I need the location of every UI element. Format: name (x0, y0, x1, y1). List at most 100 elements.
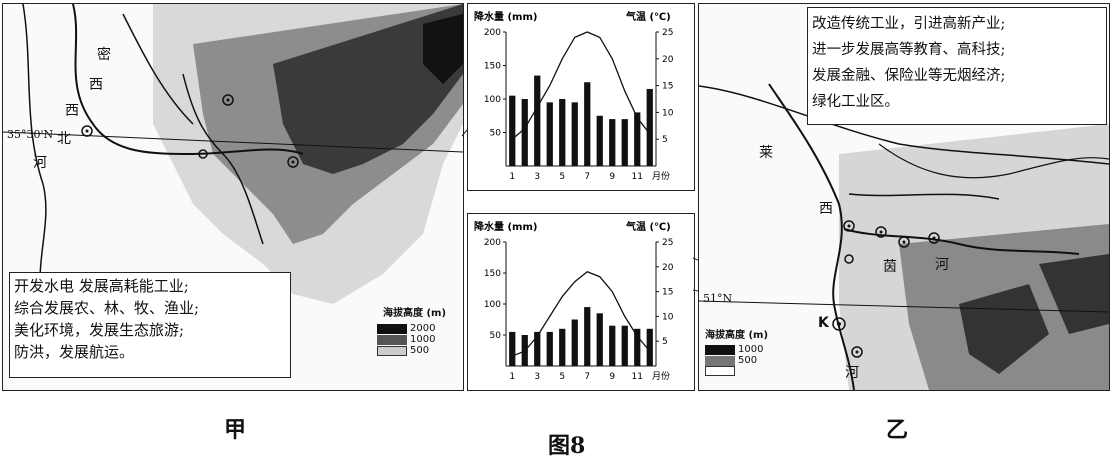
y2-tick-label: 15 (662, 288, 673, 298)
y-tick-label: 200 (484, 28, 501, 38)
measure-item: 美化环境，发展生态旅游; (14, 321, 185, 339)
x-tick-label: 1 (509, 172, 515, 182)
legend-swatch-high (377, 323, 407, 334)
x-tick-label: 11 (632, 172, 643, 182)
precip-bar (584, 307, 591, 366)
precip-bar (584, 82, 591, 166)
legend-swatch-low (705, 366, 735, 376)
y2-tick-label: 20 (662, 263, 674, 273)
precip-bar (621, 119, 628, 166)
latitude-label-jia: 35°30'N (7, 128, 54, 141)
y-tick-label: 100 (484, 300, 501, 310)
x-tick-label: 9 (609, 372, 615, 382)
temperature-line (511, 31, 651, 140)
precip-bar (646, 88, 653, 166)
y2-tick-label: 15 (662, 82, 673, 92)
precip-bar (609, 325, 616, 366)
map-yi-terrain (699, 83, 1109, 390)
measure-item: 绿化工业区。 (812, 94, 899, 110)
measure-item: 改造传统工业，引进高新产业; (812, 16, 1006, 32)
y2-axis-label: 气温 (℃) (625, 220, 671, 233)
latitude-label-yi: 51°N (703, 292, 733, 305)
climate-chart-2-panel: 降水量 (mm) 气温 (℃) 50 100 150 200 5 10 15 20 25 1 3 5 7 9 1… (467, 213, 695, 391)
x-tick-label: 9 (609, 172, 615, 182)
precip-bar (509, 95, 516, 166)
precip-bar (634, 112, 641, 166)
y-tick-label: 150 (484, 62, 501, 72)
measure-item: 开发水电 发展高耗能工业; (14, 277, 189, 295)
x-axis-label: 月份 (652, 170, 670, 182)
x-tick-label: 5 (559, 172, 565, 182)
map-jia-terrain (3, 4, 463, 305)
legend-title: 海拔高度 (m) (705, 330, 769, 341)
measure-item: 发展金融、保险业等无烟经济; (812, 68, 1006, 84)
place-label-he-1: 河 (935, 257, 949, 273)
climate-chart-2: 降水量 (mm) 气温 (℃) 50 100 150 200 5 10 15 20 25 1 3 5 7 9 1… (474, 220, 674, 382)
y2-tick-label: 10 (662, 312, 674, 322)
y2-tick-label: 5 (662, 135, 668, 145)
legend-level: 1000 (738, 344, 764, 355)
y-tick-label: 100 (484, 95, 501, 105)
caption-yi: 乙 (886, 417, 909, 443)
precip-bar (571, 102, 578, 166)
place-label-bei: 北 (57, 131, 71, 147)
precip-bar (621, 325, 628, 366)
map-jia: 密 西 西 北 河 35°30'N 开发水电 发展高耗能工业; 综合发展农、林、… (2, 3, 464, 391)
legend-title: 海拔高度 (m) (383, 308, 447, 319)
place-label-mi: 密 (97, 47, 111, 63)
legend-swatch-mid (705, 355, 735, 366)
y-axis-label: 降水量 (mm) (474, 220, 537, 233)
precip-bar (571, 319, 578, 366)
legend-level: 2000 (410, 323, 436, 334)
legend-swatch-mid (377, 334, 407, 345)
x-tick-label: 1 (509, 372, 515, 382)
precip-bar (596, 115, 603, 166)
precip-bar (546, 331, 553, 366)
y-tick-label: 50 (490, 129, 502, 139)
y2-tick-label: 20 (662, 55, 674, 65)
measure-item: 综合发展农、林、牧、渔业; (14, 299, 200, 317)
precip-bar (546, 102, 553, 166)
x-tick-label: 5 (559, 372, 565, 382)
place-label-xi-2: 西 (65, 103, 79, 119)
place-label-xi: 西 (819, 201, 833, 217)
precip-bar (634, 328, 641, 366)
place-label-yin: 茵 (883, 259, 897, 275)
legend-swatch-high (705, 344, 735, 355)
measure-item: 进一步发展高等教育、高科技; (812, 42, 1006, 58)
y-axis-label: 降水量 (mm) (474, 10, 537, 23)
precip-bar (609, 119, 616, 166)
place-label-xi-1: 西 (89, 77, 103, 93)
city-label-k: K (818, 315, 829, 331)
climate-chart-1: 降水量 (mm) 气温 (℃) 50 100 150 200 5 10 15 20 25 1 3 5 7 9 1… (474, 10, 674, 182)
precip-bar (521, 99, 528, 166)
precip-bar (559, 328, 566, 366)
legend-swatch-low (377, 345, 407, 356)
place-label-he-2: 河 (845, 365, 859, 381)
y2-tick-label: 25 (662, 28, 673, 38)
temperature-line (512, 271, 651, 357)
precip-bar (534, 75, 541, 166)
map-yi: 改造传统工业，引进高新产业; 进一步发展高等教育、高科技; 发展金融、保险业等无… (698, 3, 1110, 391)
figure-caption: 图8 (548, 433, 586, 459)
place-label-he: 河 (33, 155, 47, 171)
precip-bar (509, 331, 516, 366)
precip-bar (559, 99, 566, 166)
y2-axis-label: 气温 (℃) (625, 10, 671, 23)
place-label-lai: 莱 (759, 145, 773, 161)
legend-yi: 海拔高度 (m) 1000 500 (705, 326, 805, 386)
precip-bar (646, 328, 653, 366)
x-tick-label: 7 (584, 172, 590, 182)
x-tick-label: 7 (584, 372, 590, 382)
legend-jia: 海拔高度 (m) 2000 1000 500 (377, 304, 457, 384)
x-axis-label: 月份 (652, 370, 670, 382)
y2-tick-label: 5 (662, 337, 668, 347)
y2-tick-label: 10 (662, 108, 674, 118)
y-tick-label: 150 (484, 269, 501, 279)
x-tick-label: 3 (534, 372, 540, 382)
precip-bar (596, 313, 603, 366)
caption-jia: 甲 (224, 417, 247, 443)
precip-bar (534, 331, 541, 366)
measures-box-yi: 改造传统工业，引进高新产业; 进一步发展高等教育、高科技; 发展金融、保险业等无… (807, 7, 1107, 125)
x-tick-label: 11 (632, 372, 643, 382)
